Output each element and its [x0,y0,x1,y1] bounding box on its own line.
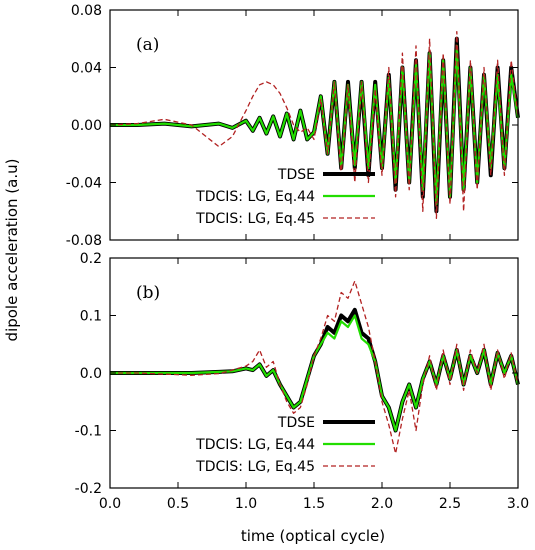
x-tick-label: 0.0 [99,496,121,512]
y-tick-label: 0.04 [71,61,102,77]
y-axis-label: dipole acceleration (a.u) [3,159,21,342]
legend-label: TDSE [277,415,315,431]
series-line-3 [110,280,519,455]
y-tick-label: 0.2 [80,251,102,267]
y-tick-label: -0.1 [75,424,102,440]
legend-label: TDSE [277,167,315,183]
legend-label: TDCIS: LG, Eq.44 [195,189,315,205]
x-tick-label: 1.0 [235,496,257,512]
y-tick-label: -0.08 [66,233,102,249]
panel-label: (a) [136,35,159,55]
x-axis-label: time (optical cycle) [241,527,385,545]
panel-b: 0.0 0.5 1.0 1.5 2.0 2.5 3.0 -0.2 -0.1 0.0 0.1 0.2 (b… [75,251,529,512]
x-tick-label: 3.0 [507,496,529,512]
y-tick-label: -0.04 [66,176,102,192]
x-tick-label: 2.5 [439,496,461,512]
y-tick-label: 0.0 [80,366,102,382]
x-tick-label: 1.5 [303,496,325,512]
x-tick-label: 0.5 [167,496,189,512]
legend-label: TDCIS: LG, Eq.45 [195,459,315,475]
x-tick-label: 2.0 [371,496,393,512]
legend-label: TDCIS: LG, Eq.45 [195,211,315,227]
panel-a: -0.08 -0.04 0.00 0.04 0.08 (a) TDSE TDCIS: LG, … [66,3,520,249]
y-tick-label: 0.08 [71,3,102,19]
series-line-2 [110,314,520,432]
y-tick-label: -0.2 [75,481,102,497]
panel-label: (b) [136,283,160,303]
y-tick-label: 0.00 [71,118,102,134]
y-tick-label: 0.1 [80,309,102,325]
series-line-3 [109,30,519,220]
legend-label: TDCIS: LG, Eq.44 [195,437,315,453]
series-line-1 [110,307,520,433]
